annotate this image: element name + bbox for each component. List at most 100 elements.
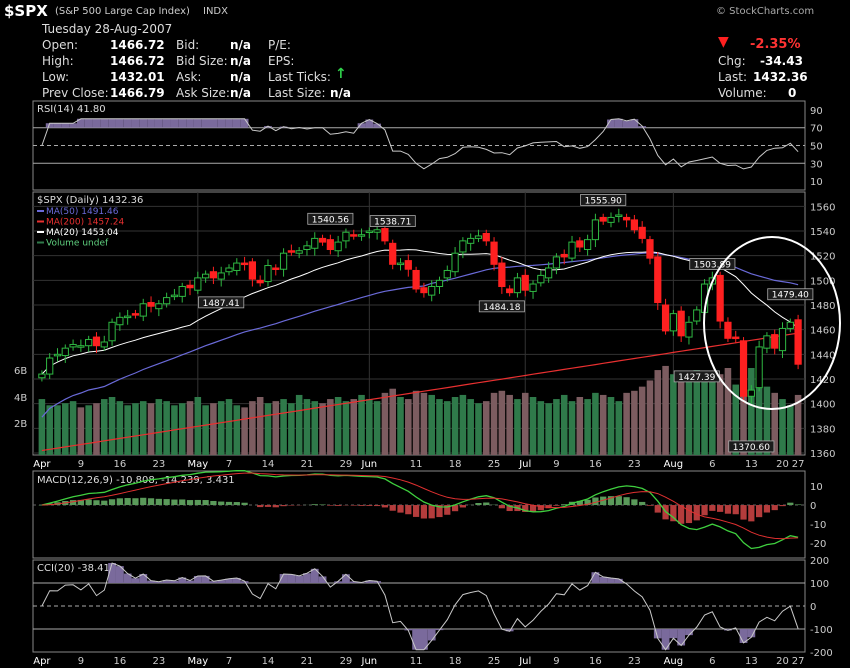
candle-body [732,336,740,340]
candle-body [163,297,171,305]
macd-histogram-bar [288,505,295,506]
volume-bar [576,397,584,455]
macd-histogram-bar [420,505,428,519]
volume-bar [108,397,116,455]
macd-histogram-bar [685,505,693,524]
candle-body [677,310,685,337]
price-tick-label: 1480 [810,301,835,312]
x-axis-label: Apr [33,459,51,470]
change-label: Chg: [718,54,746,68]
x-axis-label: 29 [340,459,353,470]
macd-histogram-bar [124,498,131,506]
macd-histogram-bar [709,505,716,511]
x-axis-label: 6 [709,656,715,667]
bid-value: n/a [230,38,252,52]
candle-body [100,341,108,348]
candle-body [147,302,155,307]
macd-histogram-bar [537,505,544,511]
macd-histogram-bar [272,505,279,508]
macd-histogram-bar [615,496,622,506]
volume-bar [428,394,435,455]
candle-body [365,230,373,233]
macd-histogram-bar [77,499,84,506]
volume-bar [748,368,755,455]
volume-bar [62,403,69,455]
x-axis-label: 16 [589,459,602,470]
candle-body [661,304,670,332]
candle-body [194,277,202,291]
macd-histogram-bar [717,505,724,512]
macd-histogram-bar [600,496,607,506]
candle-body [724,321,732,339]
candle-body [576,240,584,248]
candle-body [506,288,514,294]
volume-bar [272,401,280,455]
macd-histogram-bar [210,500,217,506]
volume-bar [490,392,498,455]
low-value: 1432.01 [110,70,165,84]
volume-bar [732,384,740,455]
x-axis-label: 11 [410,459,423,470]
volume-tick-label: 2B [14,419,27,430]
volume-bar [693,370,701,455]
volume-bar [38,399,46,455]
candle-body [287,250,295,253]
macd-histogram-bar [335,505,342,506]
high-label: High: [42,54,74,68]
candle-body [615,214,623,217]
volume-bar [217,401,225,455]
brand-link[interactable]: © StockCharts.com [716,6,815,17]
change-value: -34.43 [760,54,803,68]
macd-histogram-bar [366,505,373,506]
price-tick-label: 1440 [810,350,835,361]
x-axis-label: 13 [745,459,758,470]
volume-bar [342,401,350,455]
volume-bar [638,386,646,455]
candle-body [451,252,459,273]
candle-body [279,252,288,270]
candle-body [778,327,787,352]
volume-bar [381,392,389,455]
candle-body [256,279,264,284]
price-tick-label: 1560 [810,202,835,213]
volume-bar [670,374,677,455]
volume-bar [93,403,100,455]
volume-bar [46,405,53,455]
x-axis-label: 20 [776,459,789,470]
volume-bar [412,390,420,455]
volume-bar [100,399,108,455]
volume-bar [607,397,615,455]
price-callout-label: 1540.56 [312,215,349,225]
macd-histogram-bar [350,505,357,506]
price-callout-box [307,212,354,225]
candle-body [240,262,249,266]
x-axis-label: 23 [152,459,165,470]
legend-label: MA(20) 1453.04 [46,228,119,238]
candle-body [155,303,163,310]
price-callout-label: 1370.60 [733,443,770,453]
volume-bar [529,397,537,455]
volume-bar [436,399,443,455]
volume-bar [327,399,334,455]
rsi-title: RSI(14) 41.80 [37,104,106,115]
x-axis-label: 13 [745,656,758,667]
macd-histogram-bar [545,505,552,509]
volume-bar [373,401,381,455]
candle-body [685,321,693,338]
macd-histogram-bar [428,505,435,519]
volume-label: Volume: [718,86,767,100]
candle-body [201,273,210,279]
macd-histogram-bar [444,505,451,515]
macd-histogram-bar [763,505,771,513]
volume-bar [545,403,552,455]
cci-tick-label: -100 [810,625,833,636]
macd-histogram-bar [163,499,170,506]
macd-histogram-bar [522,505,529,512]
price-tick-label: 1380 [810,424,835,435]
candle-body [381,228,389,242]
macd-histogram-bar [498,505,505,509]
last-ticks-label: Last Ticks: [268,70,331,84]
x-axis-label: 27 [792,459,805,470]
legend-label: Volume undef [46,239,109,249]
bid-label: Bid: [176,38,200,52]
